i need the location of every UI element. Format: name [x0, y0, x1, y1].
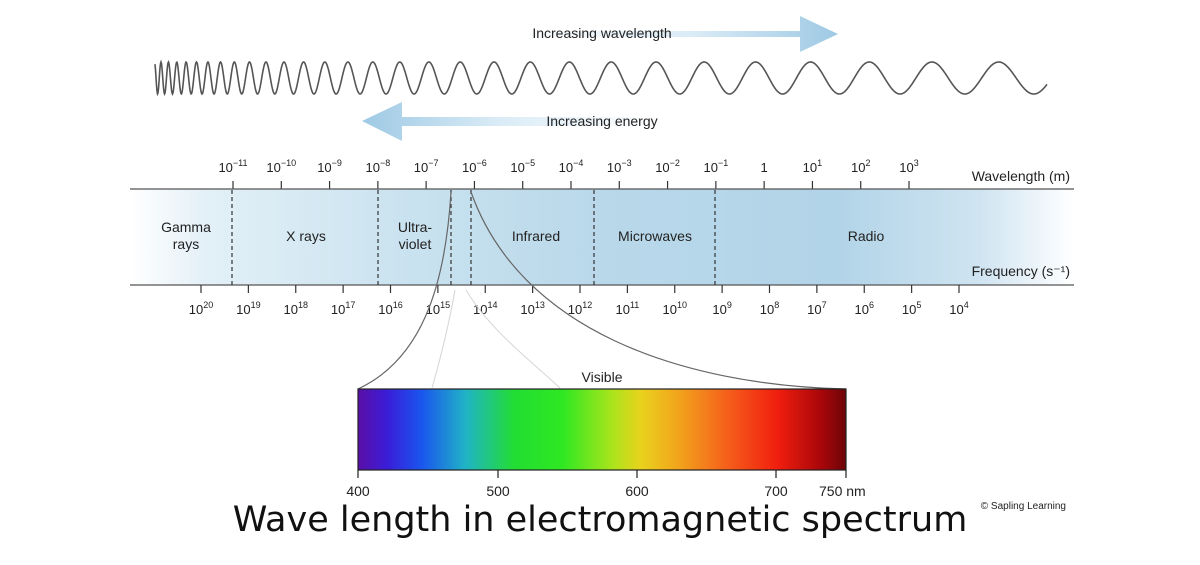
frequency-tick-label: 104	[949, 300, 968, 317]
connector-faint-1	[431, 289, 456, 389]
frequency-tick-label: 107	[807, 300, 826, 317]
visible-tick-label-750: 750 nm	[819, 483, 866, 499]
visible-spectrum-bar	[357, 388, 847, 471]
wavelength-ticks: 10−11 10−10 10−9 10−8 10−7 10−6 10−5 10−4 10−3 10…	[218, 158, 919, 189]
arrow-right-shape	[520, 16, 838, 52]
frequency-tick-label: 1019	[236, 300, 260, 317]
connector-left	[357, 191, 452, 390]
arrow-left-shape	[362, 102, 660, 141]
visible-connectors	[357, 191, 847, 390]
wavelength-tick-label: 10−6	[462, 158, 487, 175]
wavelength-tick-label: 10−8	[365, 158, 390, 175]
visible-tick-label-500: 500	[486, 483, 510, 499]
frequency-tick-label: 1018	[284, 300, 308, 317]
region-infrared: Infrared	[512, 228, 560, 244]
wavelength-tick-label: 10−5	[510, 158, 535, 175]
frequency-tick-label: 1014	[473, 300, 497, 317]
connector-faint-2	[465, 289, 561, 389]
wavelength-axis-label: Wavelength (m)	[972, 168, 1070, 184]
frequency-tick-label: 1010	[663, 300, 687, 317]
credit-text: © Sapling Learning	[981, 501, 1066, 512]
visible-tick-label-700: 700	[764, 483, 788, 499]
wavelength-tick-label: 10−3	[607, 158, 632, 175]
region-radio: Radio	[848, 228, 885, 244]
frequency-tick-label: 1020	[189, 300, 213, 317]
region-uv-line2: violet	[399, 236, 432, 252]
frequency-tick-label: 105	[902, 300, 921, 317]
increasing-energy-label: Increasing energy	[546, 113, 657, 129]
frequency-axis-label: Frequency (s⁻¹)	[972, 263, 1070, 279]
visible-tick-label-600: 600	[625, 483, 649, 499]
wavelength-tick-label: 10−9	[317, 158, 342, 175]
spectrum-band	[130, 189, 1074, 285]
frequency-tick-label: 1016	[378, 300, 402, 317]
frequency-tick-label: 106	[855, 300, 874, 317]
wave-line	[154, 59, 1048, 97]
wavelength-tick-label: 10−7	[414, 158, 439, 175]
frequency-tick-label: 1013	[520, 300, 544, 317]
frequency-tick-label: 1017	[331, 300, 355, 317]
frequency-tick-label: 1012	[568, 300, 592, 317]
visible-tick-marks	[357, 470, 847, 478]
region-dividers	[231, 190, 716, 285]
increasing-wavelength-label: Increasing wavelength	[532, 25, 671, 41]
increasing-energy-arrow: Increasing energy	[362, 102, 660, 141]
frequency-tick-label: 109	[712, 300, 731, 317]
region-uv-line1: Ultra-	[398, 219, 433, 235]
region-gamma-line2: rays	[173, 236, 199, 252]
visible-label: Visible	[582, 369, 623, 385]
wavelength-tick-label: 10−2	[655, 158, 680, 175]
caption: Wave length in electromagnetic spectrum	[232, 500, 968, 540]
wavelength-tick-label: 10−11	[218, 158, 247, 175]
region-gamma-line1: Gamma	[161, 219, 211, 235]
wavelength-tick-label: 10−4	[559, 158, 584, 175]
frequency-tick-label: 1011	[615, 300, 639, 317]
wavelength-tick-label: 103	[899, 158, 918, 175]
wavelength-tick-label: 10−10	[266, 158, 296, 175]
region-microwaves: Microwaves	[618, 228, 692, 244]
wavelength-tick-label: 101	[803, 158, 822, 175]
increasing-wavelength-arrow: Increasing wavelength	[520, 16, 838, 52]
wavelength-tick-label: 102	[851, 158, 870, 175]
region-xrays: X rays	[286, 228, 326, 244]
frequency-tick-label: 108	[760, 300, 779, 317]
wavelength-tick-label: 10−1	[703, 158, 728, 175]
visible-tick-label-400: 400	[346, 483, 370, 499]
frequency-ticks: 1020 1019 1018 1017 1016 1015 1014 1013 1012 1011…	[189, 285, 969, 317]
wavelength-tick-label: 1	[761, 160, 768, 175]
connector-right	[470, 191, 847, 390]
